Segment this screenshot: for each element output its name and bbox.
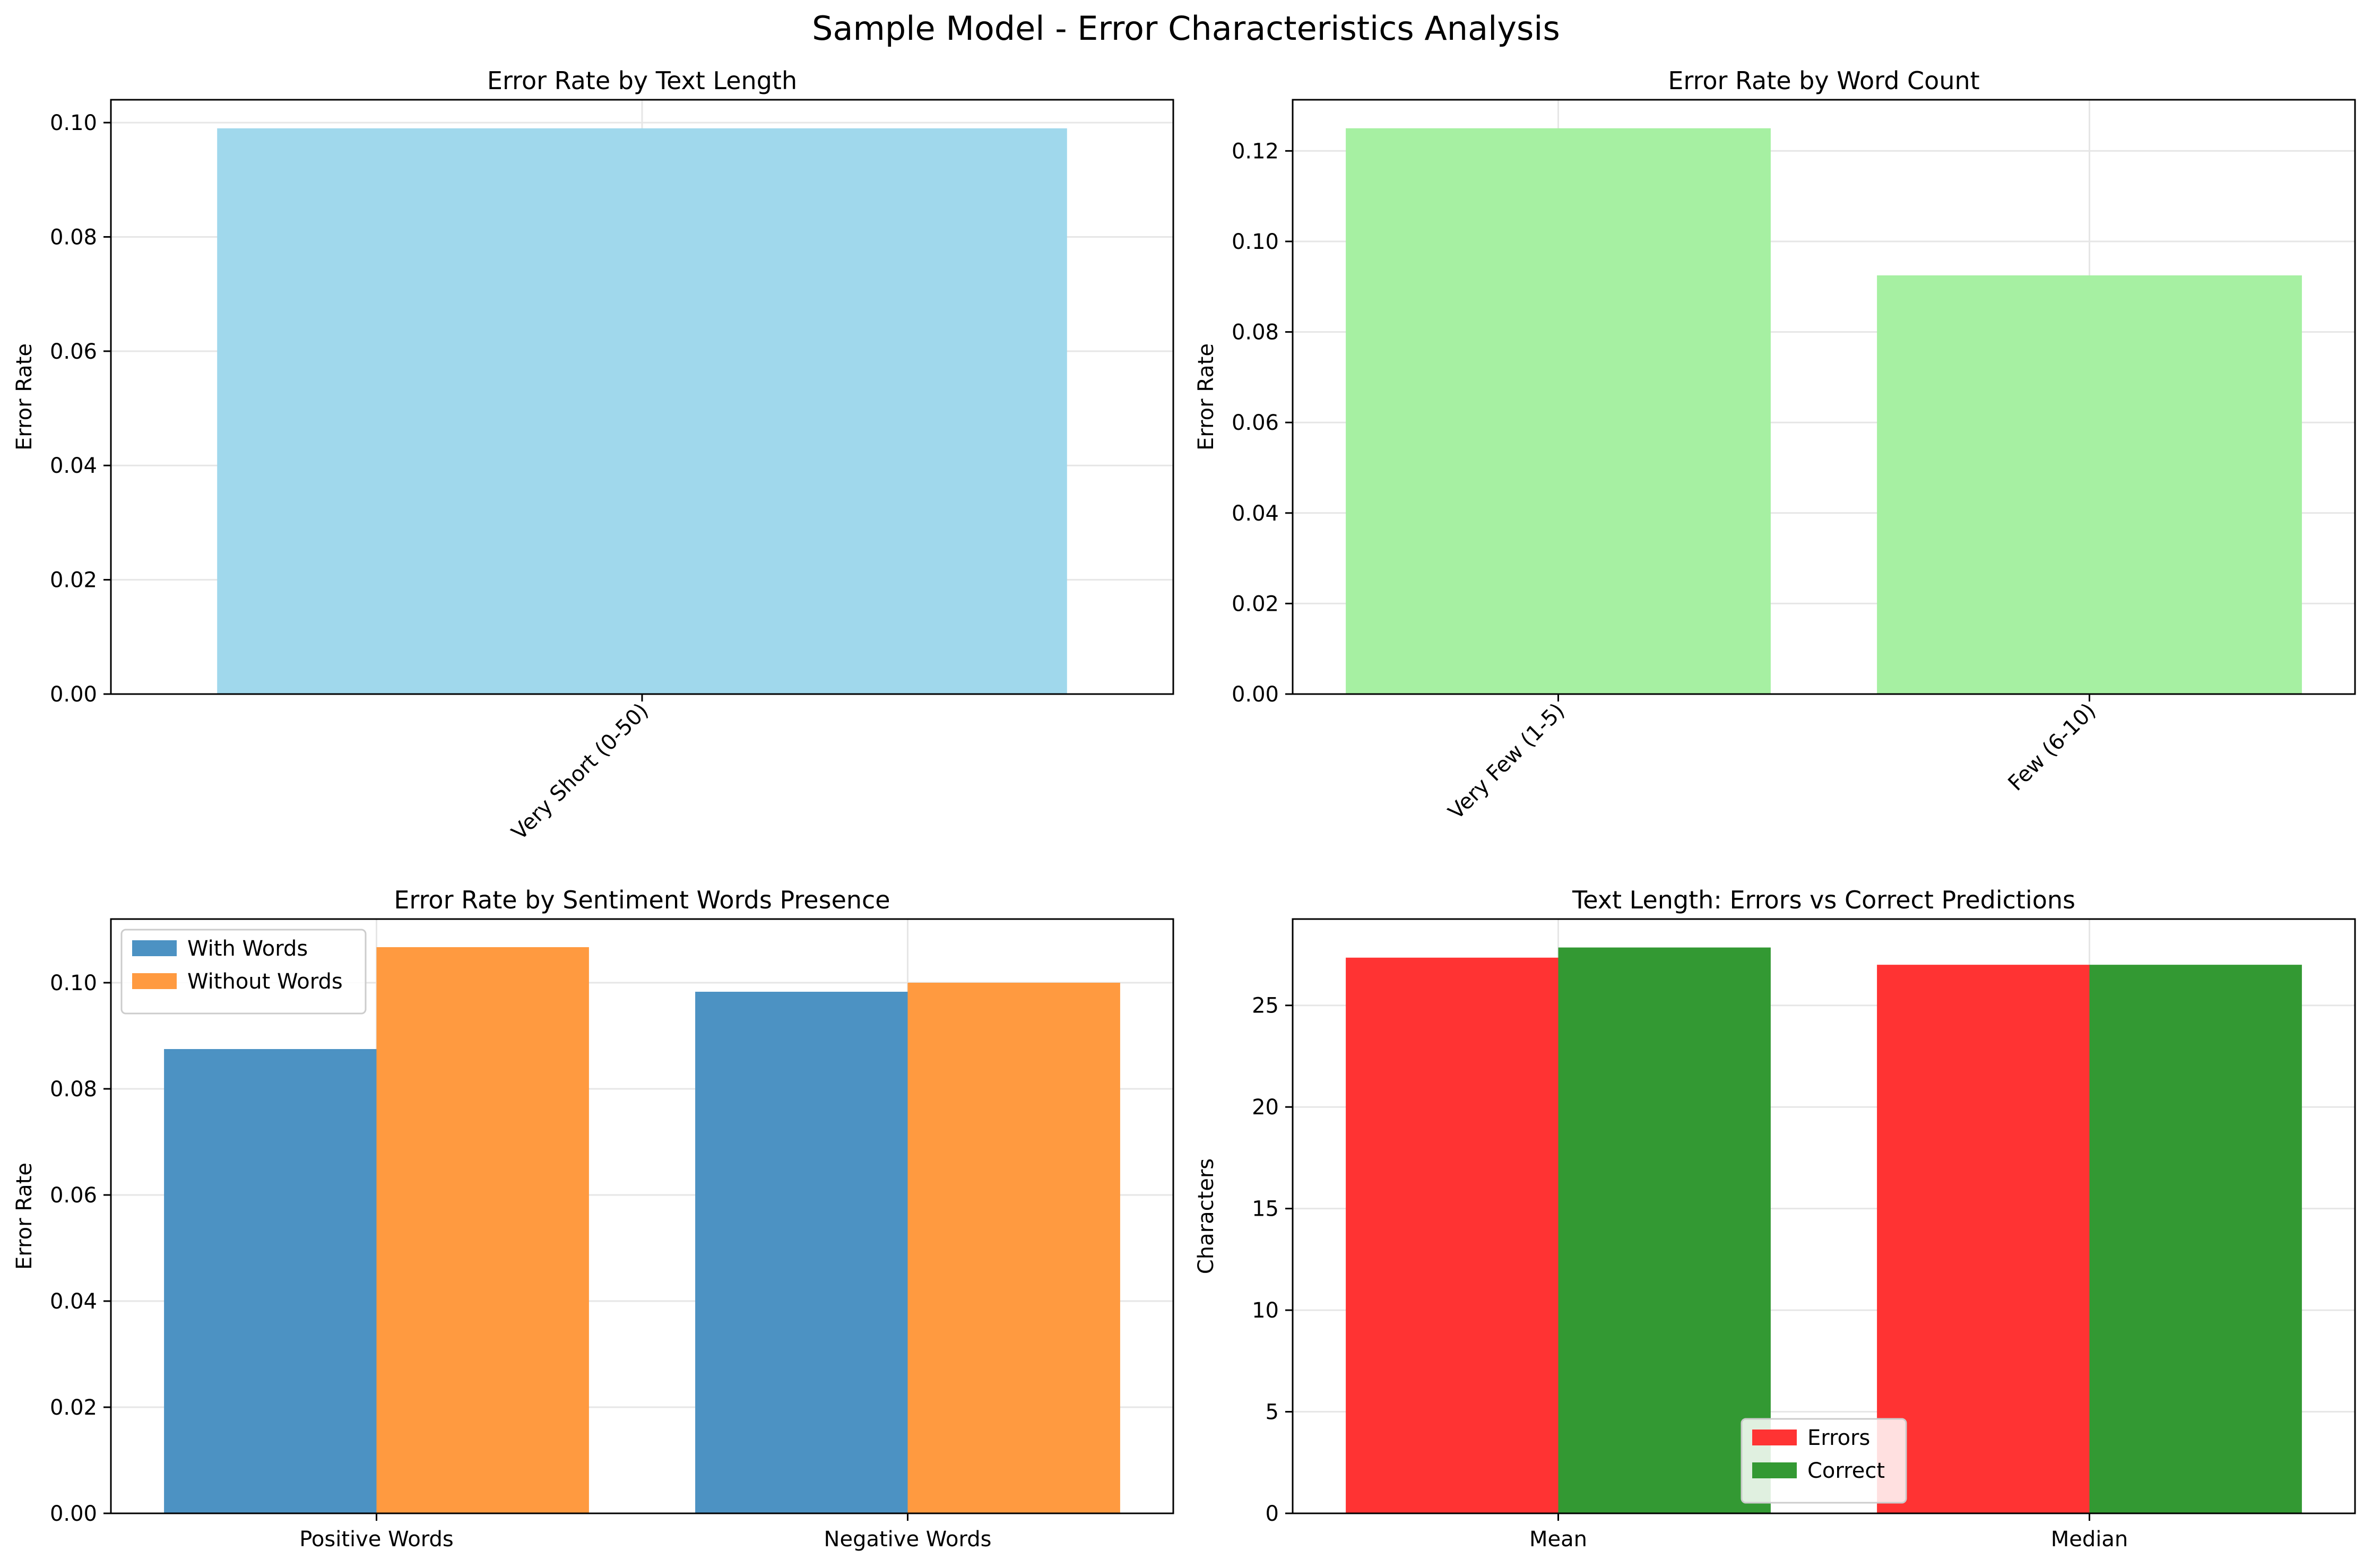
subplot-3-legend-label: With Words [187,937,308,961]
subplot-1-bar [217,128,1067,694]
subplot-1-y-tick-label: 0.00 [50,682,97,707]
subplot-4-title: Text Length: Errors vs Correct Predictio… [1572,886,2075,914]
subplot-3-y-tick-label: 0.06 [50,1183,97,1208]
subplot-3-x-tick-label: Positive Words [299,1527,454,1552]
subplot-3-bar [376,947,589,1513]
subplot-1-y-tick-label: 0.02 [50,568,97,593]
subplot-4-y-tick-label: 20 [1252,1095,1279,1120]
subplot-3-y-tick-label: 0.04 [50,1289,97,1314]
subplot-1-y-tick-label: 0.06 [50,340,97,364]
subplot-1-y-tick-label: 0.08 [50,225,97,249]
subplot-3-legend-swatch [132,940,177,956]
subplot-3-bar [695,992,908,1513]
figure-suptitle: Sample Model - Error Characteristics Ana… [812,9,1560,48]
subplot-4-legend-label: Errors [1807,1426,1870,1450]
subplot-1-y-tick-label: 0.10 [50,111,97,135]
subplot-3-bar [164,1049,377,1513]
subplot-1-title: Error Rate by Text Length [487,66,797,95]
subplot-3-y-tick-label: 0.10 [50,971,97,995]
subplot-4-x-tick-label: Mean [1529,1527,1587,1552]
subplot-2-y-tick-label: 0.02 [1232,592,1279,616]
subplot-1-y-axis-label: Error Rate [12,343,37,451]
subplot-4-bar [1558,947,1771,1513]
subplot-4-legend-label: Correct [1807,1459,1885,1483]
subplot-2-y-tick-label: 0.12 [1232,139,1279,163]
subplot-3-y-tick-label: 0.00 [50,1502,97,1526]
subplot-2-y-tick-label: 0.00 [1232,682,1279,707]
subplot-2-title: Error Rate by Word Count [1668,66,1979,95]
subplot-3-title: Error Rate by Sentiment Words Presence [394,886,890,914]
subplot-3-y-axis-label: Error Rate [12,1163,37,1270]
subplot-3-y-tick-label: 0.02 [50,1396,97,1420]
subplot-3-legend-frame [120,929,367,1015]
subplot-1-y-tick-label: 0.04 [50,454,97,478]
subplot-4-axes-frame [1292,918,2356,1514]
subplot-3-legend-label: Without Words [187,969,343,994]
subplot-4-x-tick-label: Median [2051,1527,2128,1552]
subplot-4-y-tick-label: 10 [1252,1298,1279,1323]
subplot-3-legend: With Words Without Words [120,929,367,1015]
subplot-4-y-tick-label: 0 [1266,1502,1279,1526]
subplot-2-bar [1877,275,2302,694]
subplot-2-y-tick-label: 0.10 [1232,230,1279,254]
subplot-4: 0 5 10 15 20 25 Mean Median Text Length: Errors … [1194,886,2356,1552]
subplot-4-y-tick-label: 25 [1252,994,1279,1018]
subplot-3-axes-frame [110,918,1174,1514]
subplot-3-legend-swatch [132,973,177,989]
subplot-2-axes-frame [1292,99,2356,695]
subplot-4-y-axis-label: Characters [1194,1158,1218,1274]
subplot-3-y-tick-label: 0.08 [50,1077,97,1102]
subplot-4-y-tick-label: 5 [1266,1400,1279,1425]
subplot-3: 0.00 0.02 0.04 0.06 0.08 0.10 Positive Words Ne… [12,886,1174,1552]
subplot-3-bar [907,983,1120,1513]
subplot-2-y-tick-label: 0.04 [1232,501,1279,526]
subplot-4-y-tick-label: 15 [1252,1197,1279,1222]
subplot-4-legend: Errors Correct [1741,1418,1907,1504]
subplot-2-y-tick-label: 0.06 [1232,411,1279,435]
subplot-4-legend-swatch [1752,1462,1797,1478]
subplot-4-legend-swatch [1752,1430,1797,1445]
subplot-3-x-tick-label: Negative Words [824,1527,992,1552]
subplot-2-y-tick-label: 0.08 [1232,320,1279,345]
subplot-4-bar [2089,965,2302,1513]
subplot-4-bar [1877,965,2090,1513]
subplot-4-bar [1346,957,1559,1513]
subplot-2-y-axis-label: Error Rate [1194,343,1218,451]
subplot-2-bar [1346,128,1771,695]
